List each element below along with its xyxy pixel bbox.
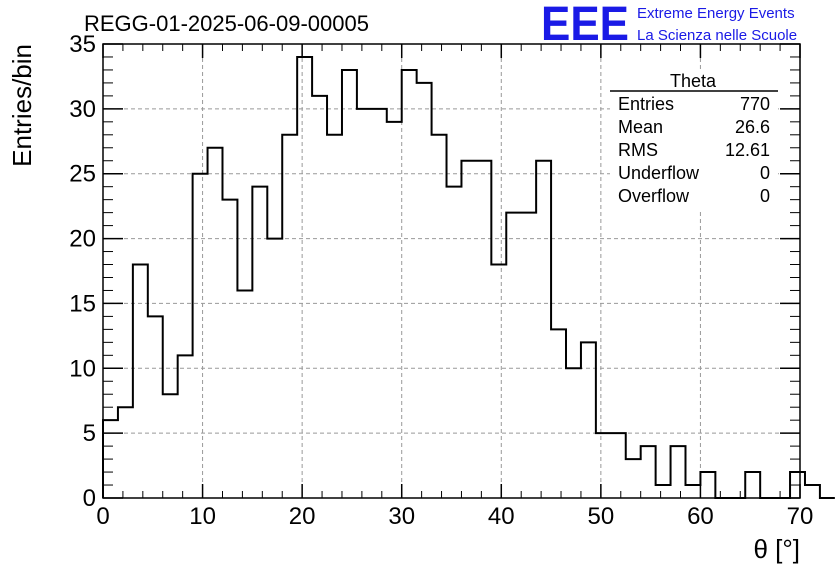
x-tick-label: 60 [687,503,714,530]
histogram-bin [521,213,536,498]
histogram-bin [611,433,626,498]
histogram-bin [805,485,820,498]
x-tick-label: 30 [388,503,415,530]
x-tick-label: 10 [189,503,216,530]
histogram-bin [208,148,223,498]
x-tick-label: 70 [787,503,814,530]
histogram-bin [417,83,432,498]
axis-ticks [102,43,801,499]
histogram-bin [252,187,267,498]
y-tick-label: 20 [69,226,96,253]
y-tick-label: 25 [69,161,96,188]
histogram-bin [312,96,327,498]
histogram-bin [118,407,133,498]
histogram-series [102,55,835,499]
histogram-bin [387,122,402,498]
x-tick-label: 0 [96,503,109,530]
histogram-bin [551,329,566,498]
histogram-bin [685,485,700,498]
tick-labels: 0 10 20 30 40 50 60 70 0 5 10 15 20 25 30 35 [69,31,813,530]
y-tick-label: 0 [83,485,96,512]
histogram-bin [267,239,282,498]
stats-label-overflow: Overflow [618,186,690,206]
histogram-bin [581,342,596,498]
eee-logo: EEE Extreme Energy Events La Scienza nel… [541,0,797,51]
y-axis-label: Entries/bin [7,44,37,167]
histogram-bin [447,187,462,498]
histogram-bin [700,472,715,498]
y-tick-label: 10 [69,355,96,382]
logo-line-2: La Scienza nelle Scuole [637,27,797,44]
histogram-bin [357,109,372,498]
plot-frame [102,43,801,499]
stats-box: Theta Entries 770 Mean 26.6 RMS 12.61 Un… [610,70,778,210]
x-tick-label: 50 [588,503,615,530]
histogram-bin [671,446,686,498]
histogram-bin [178,355,193,498]
histogram-bin [506,213,521,498]
histogram-bin [193,174,208,498]
histogram-bin [536,161,551,498]
histogram-bin [163,394,178,498]
histogram-bin [148,316,163,498]
histogram-bin [372,109,387,498]
histogram-outline [102,55,835,499]
histogram-bin [402,70,417,498]
x-tick-label: 40 [488,503,515,530]
y-tick-label: 35 [69,31,96,58]
histogram-bin [476,161,491,498]
stats-value-underflow: 0 [760,163,770,183]
y-tick-label: 5 [83,420,96,447]
x-tick-label: 20 [289,503,316,530]
logo-mark: EEE [541,0,629,51]
histogram-bin [745,472,760,498]
stats-box-background [610,70,778,210]
histogram-bin [491,265,506,498]
histogram-bin [641,446,656,498]
chart-title: REGG-01-2025-06-09-00005 [84,11,369,36]
stats-value-entries: 770 [740,94,770,114]
histogram-bin [327,135,342,498]
histogram-bin [282,135,297,498]
y-tick-label: 30 [69,96,96,123]
histogram-bin [237,290,252,498]
histogram-bin [222,200,237,498]
stats-box-title: Theta [670,71,717,91]
histogram-bin [461,161,476,498]
stats-label-underflow: Underflow [618,163,700,183]
histogram-bin [626,459,641,498]
histogram-bin [566,368,581,498]
stats-value-overflow: 0 [760,186,770,206]
histogram-bin [432,135,447,498]
stats-value-rms: 12.61 [725,140,770,160]
histogram-bin [133,265,148,498]
stats-value-mean: 26.6 [735,117,770,137]
stats-label-mean: Mean [618,117,663,137]
histogram-bin [656,485,671,498]
stats-label-entries: Entries [618,94,674,114]
histogram-bin [297,57,312,498]
logo-line-1: Extreme Energy Events [637,5,795,22]
y-tick-label: 15 [69,290,96,317]
x-axis-label: θ [°] [753,534,800,564]
histogram-bin [596,433,611,498]
grid-lines [103,44,800,498]
stats-label-rms: RMS [618,140,658,160]
histogram-bin [342,70,357,498]
